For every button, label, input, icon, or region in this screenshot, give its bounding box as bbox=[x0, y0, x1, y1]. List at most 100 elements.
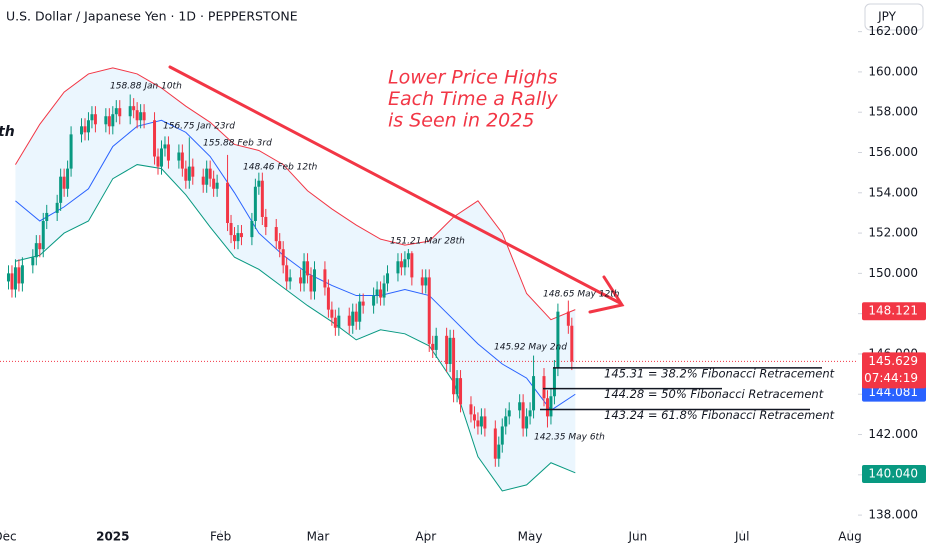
candle-body bbox=[427, 277, 431, 344]
candle-body bbox=[260, 180, 264, 217]
price-label: 144.081 bbox=[868, 385, 918, 399]
candle-body bbox=[187, 166, 191, 181]
x-tick-label: Apr bbox=[415, 530, 436, 544]
y-tick-label: 142.000 bbox=[868, 427, 918, 441]
candle-body bbox=[306, 261, 310, 276]
x-tick-label: Jul bbox=[734, 530, 749, 544]
candle-body bbox=[45, 212, 49, 221]
candle-body bbox=[59, 176, 63, 203]
arrow-head bbox=[588, 275, 625, 314]
candle-body bbox=[285, 265, 289, 282]
band-line bbox=[15, 67, 576, 321]
peak-label: 148.65 May 12th bbox=[543, 290, 620, 300]
candle-body bbox=[504, 416, 508, 427]
price-label-box bbox=[862, 465, 926, 484]
candle-body bbox=[180, 152, 184, 169]
candle-body bbox=[226, 182, 230, 224]
candle-body bbox=[372, 295, 376, 306]
candle-body bbox=[38, 243, 42, 250]
current-price-box bbox=[862, 352, 926, 389]
candle-body bbox=[135, 110, 139, 121]
candle-body bbox=[118, 108, 122, 117]
y-tick-label: 160.000 bbox=[868, 64, 918, 78]
candle-body bbox=[229, 223, 233, 236]
candle-body bbox=[312, 269, 316, 292]
candle-body bbox=[455, 378, 459, 395]
candle-body bbox=[90, 114, 94, 121]
candle-body bbox=[205, 168, 209, 185]
candle-body bbox=[55, 202, 59, 213]
candle-body bbox=[358, 301, 362, 322]
fib-label: 145.31 = 38.2% Fibonacci Retracement bbox=[604, 366, 835, 380]
candle-body bbox=[347, 315, 351, 326]
candle-body bbox=[83, 126, 87, 133]
candle-body bbox=[239, 233, 243, 238]
plot-area bbox=[0, 31, 862, 533]
candle-body bbox=[497, 444, 501, 459]
candle-body bbox=[532, 376, 536, 411]
candle-body bbox=[406, 253, 410, 260]
y-tick-label: 162.000 bbox=[868, 24, 918, 38]
candle-body bbox=[354, 311, 358, 322]
x-tick-label: Feb bbox=[210, 530, 231, 544]
candle-body bbox=[159, 148, 163, 167]
peak-label: 142.35 May 6th bbox=[534, 433, 605, 443]
y-tick-label: 158.000 bbox=[868, 105, 918, 119]
candle-body bbox=[264, 216, 268, 228]
price-label: 148.121 bbox=[868, 304, 918, 318]
candle-body bbox=[142, 112, 146, 121]
trend-arrow bbox=[168, 65, 625, 314]
candle-body bbox=[382, 283, 386, 298]
candle-body bbox=[34, 243, 38, 258]
fib-label: 144.28 = 50% Fibonacci Retracement bbox=[604, 387, 824, 401]
candle-body bbox=[274, 227, 278, 242]
candle-body bbox=[166, 144, 170, 161]
candle-body bbox=[525, 416, 529, 429]
candle-body bbox=[518, 402, 522, 411]
candle-body bbox=[191, 166, 195, 177]
candle-body bbox=[448, 337, 452, 365]
candle-body bbox=[361, 301, 365, 306]
candle-body bbox=[86, 120, 90, 133]
candle-body bbox=[452, 337, 456, 395]
candle-body bbox=[386, 273, 390, 284]
candle-body bbox=[156, 156, 160, 167]
candle-body bbox=[459, 378, 463, 405]
candle-body bbox=[337, 315, 341, 328]
headline: Lower Price Highs bbox=[388, 67, 558, 89]
headline: Each Time a Rally bbox=[388, 88, 558, 110]
candle-body bbox=[330, 309, 334, 318]
y-tick-label: 154.000 bbox=[868, 185, 918, 199]
peak-label: 145.92 May 2nd bbox=[494, 343, 567, 353]
candle-body bbox=[566, 311, 570, 326]
candle-body bbox=[212, 178, 216, 189]
candle-body bbox=[233, 235, 237, 242]
candle-body bbox=[132, 106, 136, 111]
band-line bbox=[15, 164, 576, 492]
current-price-label: 145.629 bbox=[868, 354, 918, 368]
candle-body bbox=[139, 112, 143, 121]
candle-body bbox=[570, 325, 574, 362]
y-tick-label: 150.000 bbox=[868, 266, 918, 280]
candle-body bbox=[500, 426, 504, 445]
currency-button[interactable] bbox=[864, 3, 924, 31]
peak-label: 156.75 Jan 23rd bbox=[163, 122, 235, 132]
x-tick-label: May bbox=[518, 530, 543, 544]
candle-body bbox=[177, 152, 181, 161]
countdown-label: 07:44:19 bbox=[864, 371, 918, 385]
candle-body bbox=[326, 287, 330, 310]
candle-body bbox=[552, 368, 556, 397]
candle-body bbox=[104, 116, 108, 125]
currency-label[interactable]: JPY bbox=[877, 10, 897, 24]
candle-body bbox=[62, 176, 66, 189]
candle-body bbox=[281, 249, 285, 266]
candle-body bbox=[80, 126, 84, 135]
price-label-box bbox=[862, 302, 926, 321]
candle-body bbox=[93, 114, 97, 125]
cut-off-text: th bbox=[0, 124, 15, 140]
candle-body bbox=[399, 261, 403, 268]
trend-line bbox=[168, 65, 622, 305]
candle-body bbox=[31, 257, 35, 266]
